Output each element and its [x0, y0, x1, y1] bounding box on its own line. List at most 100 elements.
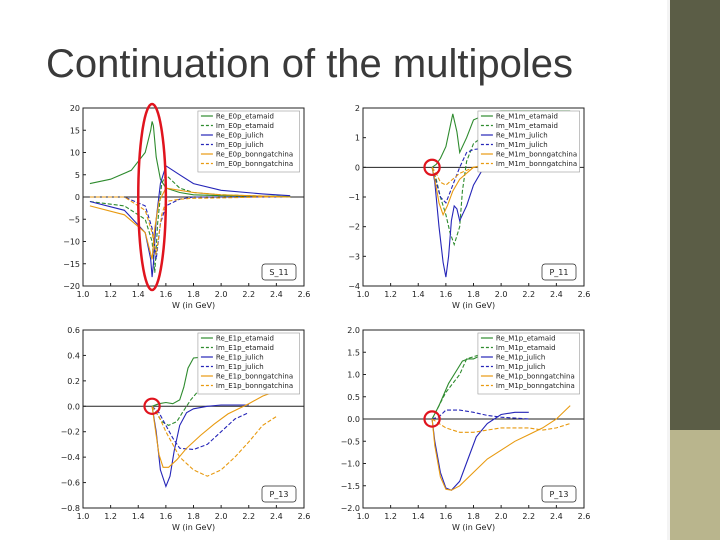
x-tick-label: 1.4 — [412, 290, 425, 299]
highlight-circle — [423, 158, 441, 177]
x-tick-label: 1.2 — [104, 512, 117, 521]
x-tick-label: 1.8 — [467, 290, 480, 299]
legend-label: Im_M1m_etamaid — [496, 122, 558, 130]
x-tick-label: 1.2 — [384, 290, 397, 299]
legend-label: Re_M1p_bonngatchina — [496, 373, 575, 381]
legend-label: Im_E1p_julich — [216, 363, 264, 371]
legend-label: Re_E0p_bonngatchina — [216, 151, 293, 159]
y-tick-label: −1.5 — [341, 482, 360, 491]
legend-label: Re_E1p_etamaid — [216, 335, 274, 343]
x-tick-label: 1.0 — [77, 512, 90, 521]
sidebar-gap — [667, 0, 670, 540]
y-tick-label: 0 — [355, 163, 360, 172]
series-line-re-m1p-julich — [431, 411, 529, 491]
x-tick-label: 1.0 — [77, 290, 90, 299]
wave-tag-label: P_11 — [549, 268, 568, 277]
x-tick-label: 1.8 — [467, 512, 480, 521]
series-line-im-e0p-bonngatchina — [89, 196, 291, 255]
slide-title: Continuation of the multipoles — [46, 42, 573, 86]
y-tick-label: 2.0 — [347, 326, 360, 335]
y-tick-label: −0.6 — [61, 479, 80, 488]
series-line-im-e1p-bonngatchina — [151, 405, 277, 477]
x-tick-label: 1.0 — [357, 290, 370, 299]
legend-label: Re_E0p_julich — [216, 132, 264, 140]
series-line-im-m1m-julich — [431, 146, 571, 204]
x-axis-label: W (in GeV) — [452, 523, 495, 532]
x-tick-label: 2.2 — [242, 290, 255, 299]
series-line-re-e0p-bonngatchina — [89, 187, 291, 260]
x-tick-label: 2.2 — [242, 512, 255, 521]
legend-box — [197, 110, 300, 173]
x-tick-label: 1.4 — [132, 512, 145, 521]
y-tick-label: −1 — [348, 193, 360, 202]
x-axis-label: W (in GeV) — [172, 523, 215, 532]
x-tick-label: 2.0 — [215, 512, 228, 521]
chart-s11: 1.0 1.2 1.4 1.6 1.8 2.0 2.2 2.4 2.6 20 15 10 5 0 −5 −10… — [63, 102, 311, 310]
series-line-im-m1p-julich — [431, 409, 529, 420]
y-tick-label: −2 — [348, 223, 360, 232]
x-tick-label: 2.0 — [495, 290, 508, 299]
wave-tag-box — [261, 263, 297, 281]
highlight-ellipse — [137, 102, 168, 292]
y-tick-label: −0.8 — [61, 504, 80, 513]
legend-label: Re_M1m_etamaid — [496, 113, 558, 121]
wave-tag-label: P_13 — [269, 490, 288, 499]
y-tick-label: 10 — [70, 149, 80, 158]
x-tick-label: 2.4 — [550, 512, 563, 521]
legend-label: Im_M1m_bonngatchina — [496, 160, 577, 168]
y-tick-label: 1.5 — [347, 348, 360, 357]
x-tick-label: 2.4 — [270, 290, 283, 299]
x-axis-label: W (in GeV) — [452, 301, 495, 310]
wave-tag-box — [541, 485, 577, 503]
y-tick-label: −20 — [63, 282, 80, 291]
y-tick-label: −3 — [348, 252, 360, 261]
x-tick-label: 2.2 — [522, 512, 535, 521]
y-tick-label: −10 — [63, 238, 80, 247]
y-tick-label: 1 — [355, 134, 360, 143]
y-tick-label: 15 — [70, 126, 80, 135]
series-line-im-e0p-julich — [89, 196, 291, 260]
y-tick-label: 0.4 — [67, 351, 80, 360]
legend-label: Im_E0p_julich — [216, 141, 264, 149]
chart-p13-e1p: 1.0 1.2 1.4 1.6 1.8 2.0 2.2 2.4 2.6 0.6 0.4 0.2 0.0 −… — [61, 326, 311, 532]
series-line-re-e1p-bonngatchina — [151, 390, 277, 468]
x-tick-label: 2.6 — [298, 290, 311, 299]
legend-label: Re_M1m_bonngatchina — [496, 151, 577, 159]
y-tick-label: −2.0 — [341, 504, 360, 513]
legend-label: Im_E0p_etamaid — [216, 122, 274, 130]
x-tick-label: 1.8 — [187, 290, 200, 299]
legend-label: Im_E1p_etamaid — [216, 344, 274, 352]
y-tick-label: 0.0 — [347, 415, 360, 424]
x-tick-label: 1.6 — [440, 512, 453, 521]
x-tick-label: 1.2 — [104, 290, 117, 299]
y-tick-label: 1.0 — [347, 371, 360, 380]
x-tick-label: 1.2 — [384, 512, 397, 521]
legend-label: Im_M1m_julich — [496, 141, 548, 149]
series-line-re-e1p-julich — [151, 404, 249, 488]
wave-tag-box — [541, 263, 577, 281]
x-tick-label: 2.4 — [550, 290, 563, 299]
sidebar-dark-band — [667, 0, 720, 430]
y-tick-label: 2 — [355, 104, 360, 113]
legend-label: Re_M1m_julich — [496, 132, 548, 140]
x-tick-label: 2.2 — [522, 290, 535, 299]
y-tick-label: −15 — [63, 260, 80, 269]
series-line-im-m1p-bonngatchina — [431, 418, 571, 433]
y-tick-label: −5 — [68, 215, 80, 224]
x-tick-label: 2.6 — [298, 512, 311, 521]
y-tick-label: −0.2 — [61, 428, 80, 437]
legend-box — [197, 332, 300, 395]
x-tick-label: 1.4 — [412, 512, 425, 521]
y-tick-label: −0.4 — [61, 453, 80, 462]
x-axis-label: W (in GeV) — [172, 301, 215, 310]
x-tick-label: 1.6 — [440, 290, 453, 299]
highlight-circle — [423, 410, 441, 428]
legend-label: Im_M1p_etamaid — [496, 344, 556, 352]
legend-label: Im_E0p_bonngatchina — [216, 160, 293, 168]
legend-label: Re_M1p_etamaid — [496, 335, 556, 343]
legend-label: Re_E1p_bonngatchina — [216, 373, 293, 381]
y-tick-label: −0.5 — [341, 437, 360, 446]
x-tick-label: 1.4 — [132, 290, 145, 299]
wave-tag-label: P_13 — [549, 490, 568, 499]
y-tick-label: 0.2 — [67, 377, 80, 386]
